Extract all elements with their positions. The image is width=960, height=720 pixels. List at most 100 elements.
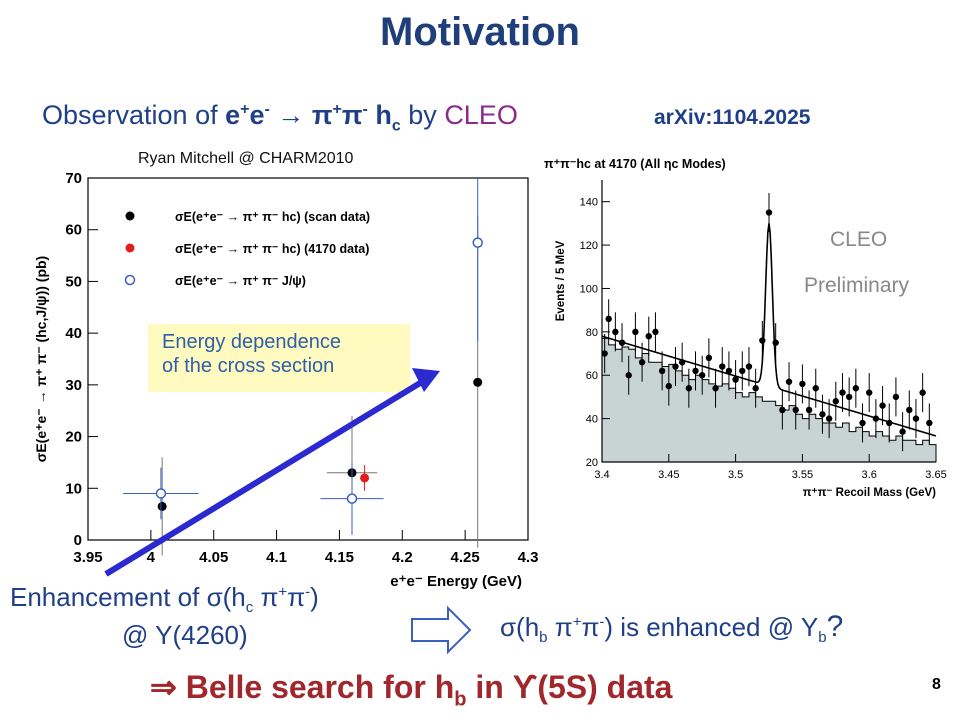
data-point xyxy=(618,339,626,346)
data-point xyxy=(155,488,167,499)
data-point xyxy=(879,402,886,409)
data-point xyxy=(658,367,666,375)
data-point xyxy=(473,377,483,387)
data-point xyxy=(926,419,933,427)
legend-label: σE(e⁺e⁻ → π⁺ π⁻ hc) (4170 data) xyxy=(175,242,369,256)
data-point xyxy=(805,406,813,414)
enhancement-line-1: Enhancement of σ(hc π+π-) xyxy=(10,582,319,617)
slide-title: Motivation xyxy=(380,10,580,54)
legend-label: σE(e⁺e⁻ → π⁺ π⁻ J/ψ) xyxy=(175,274,306,288)
obs-cleo: CLEO xyxy=(444,100,518,130)
data-point xyxy=(892,393,900,401)
data-point xyxy=(705,354,713,362)
preliminary-label: Preliminary xyxy=(804,274,910,297)
enhancement-line-2: @ Y(4260) xyxy=(122,620,248,650)
y-tick-label: 140 xyxy=(580,197,598,209)
y-tick-label: 100 xyxy=(580,283,598,295)
data-point xyxy=(759,337,766,344)
y-axis-label: σE(e⁺e⁻ → π⁺ π⁻ (hc,J/ψ)) (pb) xyxy=(33,256,49,462)
data-point xyxy=(899,428,906,435)
y-tick-label: 60 xyxy=(65,222,82,239)
data-point xyxy=(652,328,659,336)
legend-marker xyxy=(125,243,135,253)
page-number: 8 xyxy=(932,676,941,693)
belle-conclusion: ⇒ Belle search for hb in ϒ(5S) data xyxy=(150,669,673,711)
data-point xyxy=(886,419,893,427)
y-tick-label: 50 xyxy=(65,273,82,290)
legend-label: σE(e⁺e⁻ → π⁺ π⁻ hc) (scan data) xyxy=(175,210,370,224)
histogram-title: π⁺π⁻hc at 4170 (All ηc Modes) xyxy=(544,157,726,171)
data-point xyxy=(819,411,826,418)
y-tick-label: 80 xyxy=(586,327,598,339)
data-point xyxy=(638,359,646,366)
data-point xyxy=(832,398,839,405)
obs-by: by xyxy=(400,100,445,130)
legend-marker xyxy=(124,274,136,286)
data-point xyxy=(360,473,370,483)
data-point xyxy=(678,359,686,366)
data-point xyxy=(712,385,719,392)
data-point xyxy=(765,209,773,216)
blue-arrow-line xyxy=(104,377,427,577)
callout-line-2: of the cross section xyxy=(162,355,335,377)
x-axis-label: e⁺e⁻ Energy (GeV) xyxy=(390,573,522,590)
x-tick-label: 3.4 xyxy=(594,469,609,481)
x-tick-label: 3.65 xyxy=(925,469,946,481)
y-tick-label: 40 xyxy=(65,325,82,342)
hb-question: σ(hb π+π-) is enhanced @ Yb? xyxy=(500,610,844,647)
data-point xyxy=(772,339,779,346)
x-tick-label: 4.05 xyxy=(199,549,228,566)
data-point xyxy=(346,493,358,504)
x-tick-label: 3.55 xyxy=(792,469,813,481)
data-point xyxy=(845,393,853,401)
data-point xyxy=(665,382,672,390)
energy-dependence-callout: Energy dependence of the cross section xyxy=(148,324,410,392)
x-tick-label: 3.5 xyxy=(728,469,743,481)
data-point xyxy=(812,385,819,392)
y-tick-label: 0 xyxy=(74,532,82,549)
x-tick-label: 3.45 xyxy=(658,469,679,481)
x-tick-label: 3.95 xyxy=(73,549,102,566)
data-point xyxy=(779,406,786,414)
y-tick-label: 10 xyxy=(65,480,82,497)
data-point xyxy=(719,363,726,370)
obs-ee: e+e- xyxy=(225,100,270,130)
implies-arrow xyxy=(411,605,472,655)
y-tick-label: 20 xyxy=(586,457,598,469)
x-axis-label: π⁺π⁻ Recoil Mass (GeV) xyxy=(803,487,936,499)
data-point xyxy=(725,367,733,375)
credit-text: Ryan Mitchell @ CHARM2010 xyxy=(138,150,354,167)
data-point xyxy=(685,385,693,392)
x-tick-label: 4.25 xyxy=(451,549,480,566)
blue-arrow-head xyxy=(412,368,440,392)
data-point xyxy=(699,372,706,379)
data-point xyxy=(601,350,608,357)
x-tick-label: 4.2 xyxy=(392,549,413,566)
data-point xyxy=(785,378,793,385)
x-tick-label: 4 xyxy=(147,549,156,566)
data-point xyxy=(906,406,913,414)
y-tick-label: 70 xyxy=(65,170,82,187)
recoil-mass-chart: π⁺π⁻hc at 4170 (All ηc Modes) 20 40 60 80 100… xyxy=(538,152,948,502)
data-point xyxy=(792,406,799,414)
data-point xyxy=(739,367,746,375)
obs-pipi: π+π- hc xyxy=(311,100,401,135)
callout-line-1: Energy dependence xyxy=(162,331,342,353)
title-box xyxy=(540,154,745,174)
background-histogram xyxy=(601,337,937,463)
data-point xyxy=(799,380,806,388)
arxiv-reference: arXiv:1104.2025 xyxy=(654,106,811,129)
obs-arrow: → xyxy=(269,100,312,130)
y-axis-label: Events / 5 MeV xyxy=(555,240,567,321)
data-point xyxy=(825,415,833,422)
data-point xyxy=(645,332,652,340)
data-point xyxy=(157,501,167,511)
data-point xyxy=(752,385,759,392)
obs-prefix: Observation of xyxy=(42,100,226,130)
y-tick-label: 30 xyxy=(65,377,82,394)
data-point xyxy=(625,372,632,379)
data-point xyxy=(632,328,639,336)
y-tick-label: 20 xyxy=(65,429,82,446)
data-point xyxy=(732,376,739,383)
